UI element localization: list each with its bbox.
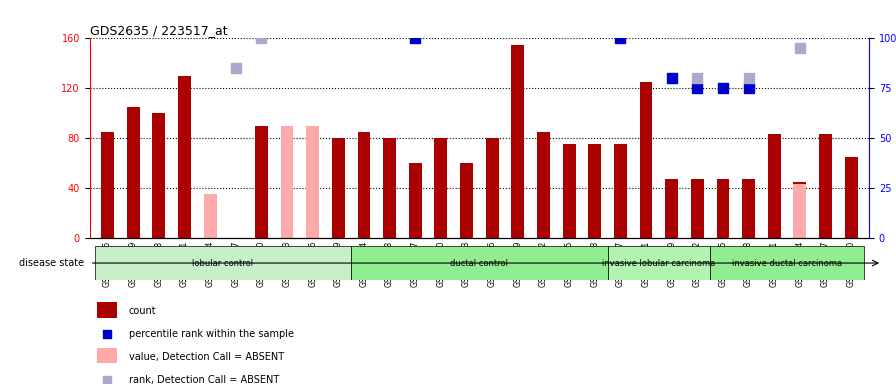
Point — [460, 15, 474, 22]
Bar — [640, 82, 652, 238]
Text: invasive ductal carcinoma: invasive ductal carcinoma — [732, 258, 842, 268]
Bar — [461, 163, 473, 238]
Point — [741, 85, 755, 91]
Point — [767, 5, 781, 12]
Bar — [512, 45, 524, 238]
Bar — [280, 126, 294, 238]
Point — [434, 19, 448, 25]
Point — [665, 75, 679, 81]
Point — [254, 35, 269, 41]
Bar — [332, 138, 345, 238]
Bar — [819, 134, 832, 238]
Bar — [358, 132, 370, 238]
Bar — [742, 179, 755, 238]
Point — [408, 35, 422, 41]
Bar — [665, 179, 678, 238]
Text: value, Detection Call = ABSENT: value, Detection Call = ABSENT — [129, 351, 284, 361]
Point — [306, 19, 320, 25]
FancyBboxPatch shape — [351, 246, 607, 280]
Point — [228, 65, 243, 71]
Point — [306, 9, 320, 15]
Bar — [409, 163, 422, 238]
Bar — [794, 184, 806, 238]
Point — [100, 5, 115, 12]
Text: disease state: disease state — [20, 258, 84, 268]
FancyBboxPatch shape — [711, 246, 864, 280]
Point — [690, 85, 704, 91]
Bar — [845, 157, 857, 238]
FancyBboxPatch shape — [95, 246, 351, 280]
Text: ductal control: ductal control — [451, 258, 508, 268]
Text: rank, Detection Call = ABSENT: rank, Detection Call = ABSENT — [129, 375, 279, 384]
Text: invasive lobular carcinoma: invasive lobular carcinoma — [602, 258, 716, 268]
Point — [151, 5, 166, 12]
Text: percentile rank within the sample: percentile rank within the sample — [129, 329, 294, 339]
Point — [690, 75, 704, 81]
Point — [332, 9, 346, 15]
Bar — [768, 134, 780, 238]
Point — [588, 19, 602, 25]
Point — [818, 25, 832, 31]
FancyBboxPatch shape — [607, 246, 711, 280]
Bar — [306, 126, 319, 238]
Point — [562, 19, 576, 25]
Bar — [717, 179, 729, 238]
Bar — [537, 132, 550, 238]
Bar — [203, 194, 217, 238]
Point — [844, 9, 858, 15]
Bar — [435, 138, 447, 238]
Point — [280, 5, 294, 12]
Point — [628, 335, 642, 341]
Point — [254, 15, 269, 22]
Bar — [614, 144, 627, 238]
Point — [613, 35, 627, 41]
Bar — [794, 182, 806, 238]
Bar — [152, 113, 165, 238]
Point — [537, 0, 551, 5]
Bar — [563, 144, 575, 238]
Bar — [486, 138, 498, 238]
Point — [793, 45, 807, 51]
Text: count: count — [129, 306, 156, 316]
Point — [741, 75, 755, 81]
Bar — [98, 303, 116, 318]
Bar — [126, 107, 140, 238]
Bar — [101, 132, 114, 238]
Point — [716, 85, 730, 91]
Point — [485, 15, 499, 22]
Bar — [98, 348, 116, 363]
Bar — [383, 138, 396, 238]
Bar — [178, 76, 191, 238]
Point — [126, 0, 141, 2]
Bar — [691, 179, 703, 238]
Bar — [255, 126, 268, 238]
Point — [383, 15, 397, 22]
Text: lobular control: lobular control — [193, 258, 254, 268]
Text: GDS2635 / 223517_at: GDS2635 / 223517_at — [90, 24, 228, 37]
Bar — [589, 144, 601, 238]
